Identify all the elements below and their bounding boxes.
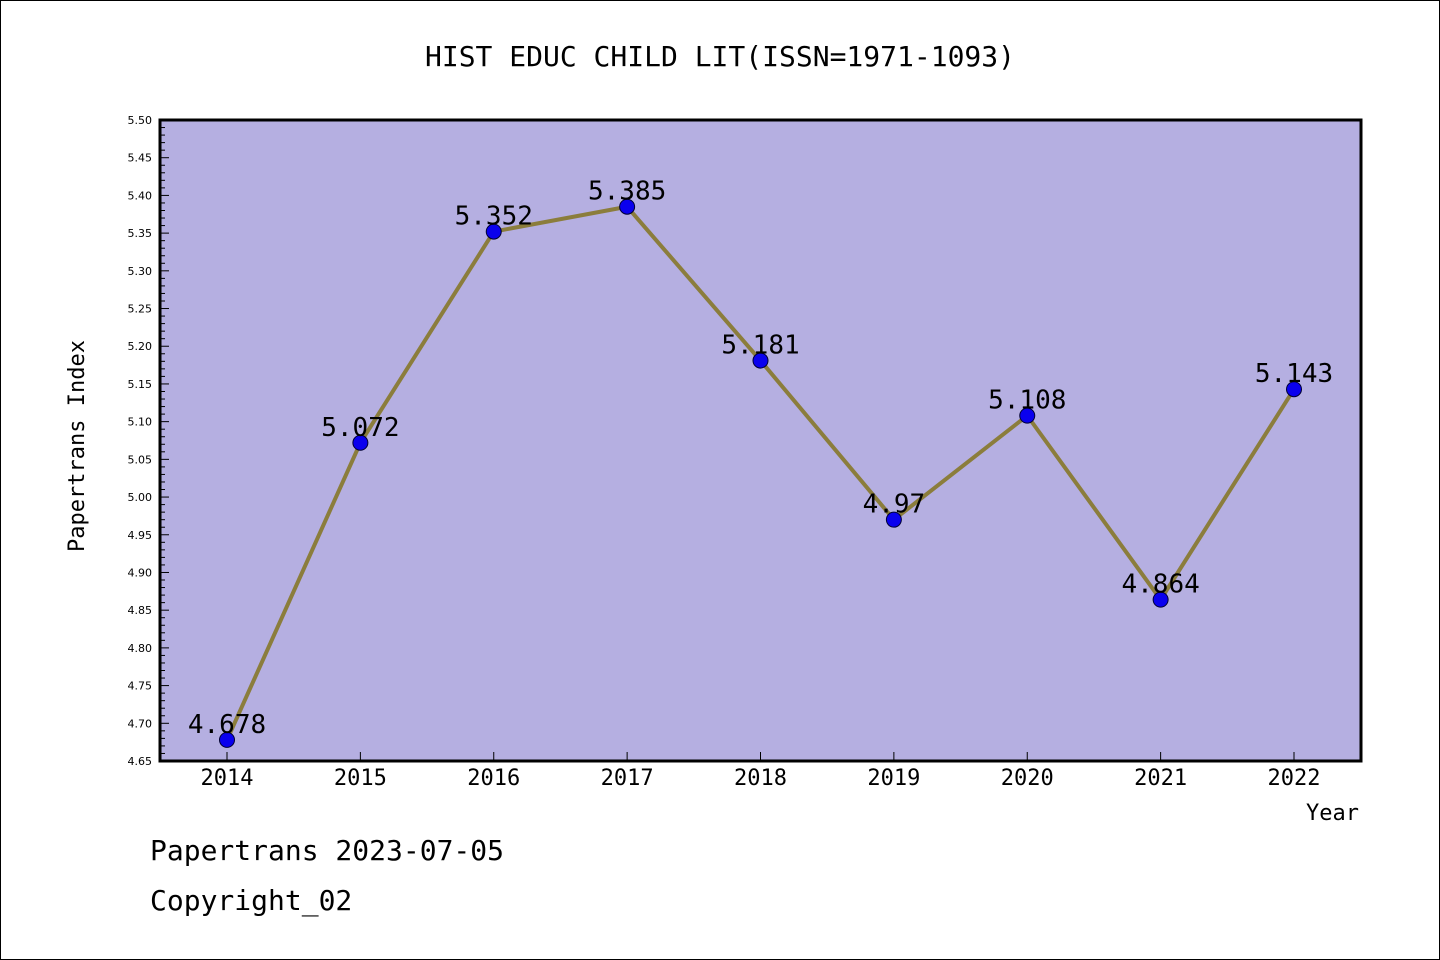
data-point xyxy=(485,223,502,240)
y-tick-label: 4.65 xyxy=(128,755,153,768)
data-point xyxy=(619,198,636,215)
x-tick-label: 2015 xyxy=(334,766,387,791)
y-tick-label: 4.85 xyxy=(128,604,153,617)
data-label: 5.352 xyxy=(455,202,533,232)
data-point xyxy=(352,434,369,451)
y-axis-label: Papertrans Index xyxy=(65,340,90,552)
data-point xyxy=(1019,407,1036,424)
x-tick-label: 2021 xyxy=(1134,766,1187,791)
y-tick-label: 5.25 xyxy=(128,303,153,316)
y-tick-label: 5.40 xyxy=(128,189,153,202)
data-point xyxy=(752,352,769,369)
data-points xyxy=(219,198,1302,748)
data-labels: 4.678 5.072 5.352 5.385 5.181 4.97 5.108 4.864 5… xyxy=(188,177,1333,740)
y-tick-label: 4.90 xyxy=(128,566,153,579)
data-label: 4.678 xyxy=(188,710,266,740)
chart-title: HIST EDUC CHILD LIT(ISSN=1971-1093) xyxy=(425,40,1015,73)
y-tick-label: 4.80 xyxy=(128,642,153,655)
y-tick-label: 5.45 xyxy=(128,152,153,165)
y-axis: 4.65 4.70 4.75 4.80 4.85 4.90 4.95 5.00 5.05 5.10… xyxy=(128,114,169,768)
x-tick-label: 2018 xyxy=(734,766,787,791)
y-tick-label: 4.70 xyxy=(128,717,153,730)
data-point xyxy=(885,511,902,528)
y-tick-label: 5.05 xyxy=(128,453,153,466)
footer-copyright: Copyright_02 xyxy=(150,884,353,917)
data-label: 4.864 xyxy=(1121,570,1199,600)
y-tick-label: 4.95 xyxy=(128,529,153,542)
y-tick-label: 5.10 xyxy=(128,416,153,429)
x-tick-label: 2019 xyxy=(867,766,920,791)
footer-date: Papertrans 2023-07-05 xyxy=(150,834,505,867)
y-tick-label: 5.30 xyxy=(128,265,153,278)
data-label: 5.181 xyxy=(721,331,799,361)
data-label: 5.143 xyxy=(1255,359,1333,389)
x-tick-label: 2014 xyxy=(201,766,254,791)
data-label: 4.97 xyxy=(863,490,926,520)
x-tick-label: 2016 xyxy=(467,766,520,791)
data-label: 5.072 xyxy=(321,413,399,443)
x-axis-label: Year xyxy=(1306,801,1359,826)
data-point xyxy=(1152,591,1169,608)
data-point xyxy=(1286,381,1302,398)
x-tick-label: 2020 xyxy=(1001,766,1054,791)
y-tick-label: 5.35 xyxy=(128,227,153,240)
data-label: 5.108 xyxy=(988,386,1066,416)
data-label: 5.385 xyxy=(588,177,666,207)
y-tick-label: 5.50 xyxy=(128,114,153,127)
data-point xyxy=(219,731,235,748)
x-tick-label: 2022 xyxy=(1268,766,1321,791)
y-tick-label: 4.75 xyxy=(128,680,153,693)
x-axis: 2014 2015 2016 2017 2018 2019 2020 2021 2022 xyxy=(201,752,1321,791)
y-tick-label: 5.00 xyxy=(128,491,153,504)
y-tick-label: 5.20 xyxy=(128,340,153,353)
x-tick-label: 2017 xyxy=(601,766,654,791)
y-tick-label: 5.15 xyxy=(128,378,153,391)
